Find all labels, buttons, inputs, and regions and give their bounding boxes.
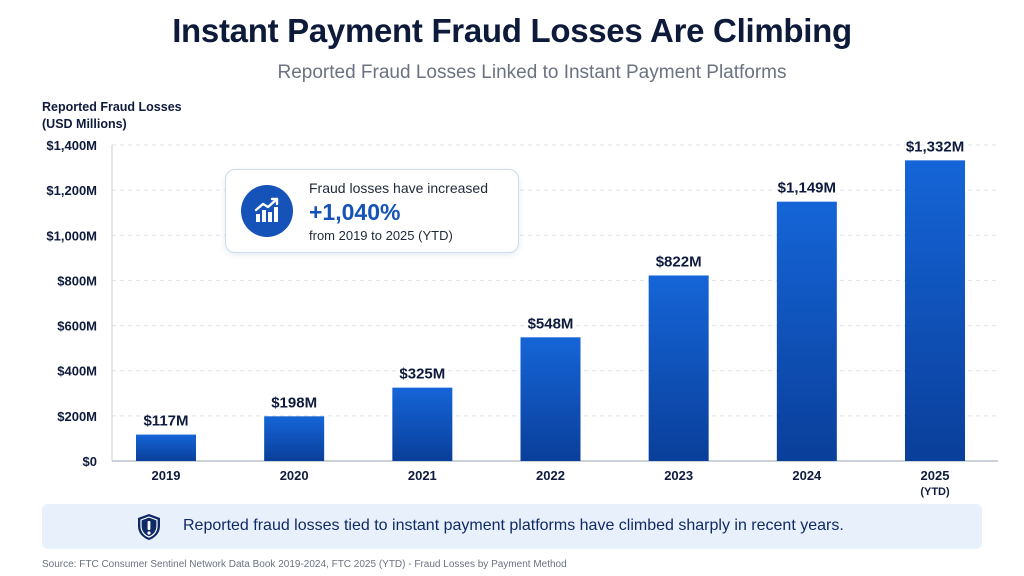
bar-2021 <box>392 387 453 461</box>
y-tick-label: $600M <box>57 319 97 334</box>
increase-callout: Fraud losses have increased +1,040% from… <box>225 169 519 253</box>
bar-2023 <box>648 275 709 461</box>
bar-chart: $0 $200M $400M $600M $800M $1,000M $1,200M $1,4… <box>46 138 998 498</box>
y-axis-label: Reported Fraud Losses (USD Millions) <box>42 99 182 133</box>
x-tick-label-2020: 2020 <box>280 468 309 483</box>
summary-banner: Reported fraud losses tied to instant pa… <box>42 504 982 549</box>
bar-2020 <box>264 416 325 461</box>
data-label-2022: $548M <box>528 315 574 332</box>
y-tick-label: $800M <box>57 273 97 288</box>
x-tick-label-2022: 2022 <box>536 468 565 483</box>
y-tick-label: $0 <box>83 454 97 469</box>
y-tick-label: $1,400M <box>46 138 97 153</box>
y-axis-label-line1: Reported Fraud Losses <box>42 100 182 114</box>
y-axis-label-line2: (USD Millions) <box>42 117 127 131</box>
y-tick-label: $200M <box>57 409 97 424</box>
x-tick-sublabel-2025: (YTD) <box>920 486 950 498</box>
data-label-2024: $1,149M <box>778 180 836 197</box>
data-label-2025: $1,332M <box>906 138 964 155</box>
bar-data-labels: $117M $198M $325M $548M $822M $1,149M $1,332M <box>143 138 964 429</box>
data-label-2021: $325M <box>399 366 445 383</box>
y-tick-label: $400M <box>57 364 97 379</box>
x-tick-label-2021: 2021 <box>408 468 437 483</box>
callout-line1: Fraud losses have increased <box>309 180 488 196</box>
bar-2019 <box>136 434 196 461</box>
x-tick-label-2023: 2023 <box>664 468 693 483</box>
x-tick-label-2019: 2019 <box>152 468 181 483</box>
callout-value: +1,040% <box>309 199 401 225</box>
shield-alert-icon <box>136 513 162 546</box>
x-axis-ticks: 2019 2020 2021 2022 2023 2024 2025 (YTD) <box>152 468 950 498</box>
trending-up-icon <box>241 185 293 237</box>
y-tick-label: $1,200M <box>46 183 97 198</box>
y-tick-label: $1,000M <box>46 228 97 243</box>
banner-text: Reported fraud losses tied to instant pa… <box>183 517 844 534</box>
bar-2024 <box>776 201 837 461</box>
bar-2025 <box>905 160 965 461</box>
bars <box>136 160 965 461</box>
chart-title: Instant Payment Fraud Losses Are Climbin… <box>172 12 852 49</box>
x-tick-label-2024: 2024 <box>792 468 822 483</box>
data-label-2020: $198M <box>271 394 317 411</box>
x-tick-label-2025: 2025 <box>921 468 950 483</box>
chart-subtitle: Reported Fraud Losses Linked to Instant … <box>277 62 787 83</box>
bar-2022 <box>520 337 581 461</box>
y-axis-ticks: $0 $200M $400M $600M $800M $1,000M $1,200M $1,4… <box>46 138 97 469</box>
data-label-2019: $117M <box>143 413 188 430</box>
source-note: Source: FTC Consumer Sentinel Network Da… <box>42 559 567 570</box>
data-label-2023: $822M <box>656 253 702 270</box>
callout-line3: from 2019 to 2025 (YTD) <box>309 228 453 243</box>
